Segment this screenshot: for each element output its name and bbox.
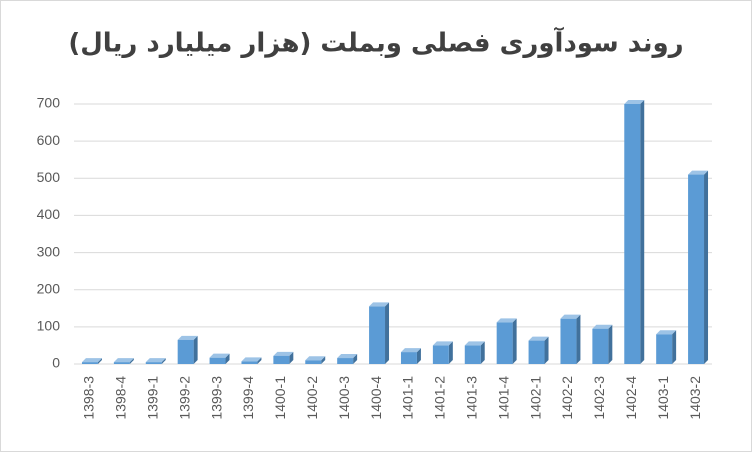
x-tick-label: 1399-1: [144, 376, 160, 420]
bar: [464, 341, 485, 364]
bar: [337, 354, 358, 364]
x-tick-label: 1399-3: [208, 376, 224, 420]
x-tick-label: 1401-1: [400, 376, 416, 420]
x-tick-label: 1401-3: [463, 376, 479, 420]
bar: [528, 336, 549, 364]
y-tick-label: 500: [37, 169, 61, 185]
x-tick-label: 1403-1: [655, 376, 671, 420]
x-tick-label: 1400-3: [336, 376, 352, 420]
x-tick-label: 1402-3: [591, 376, 607, 420]
bar: [400, 348, 421, 364]
x-tick-label: 1400-1: [272, 376, 288, 420]
x-tick-label: 1403-2: [687, 376, 703, 420]
y-tick-label: 400: [37, 206, 61, 222]
chart-title: روند سودآوری فصلی وبملت (هزار میلیارد ری…: [68, 27, 683, 59]
x-tick-label: 1402-1: [527, 376, 543, 420]
bar: [592, 324, 613, 364]
bar: [273, 351, 294, 364]
bar: [81, 358, 102, 364]
bar: [305, 356, 326, 364]
bar: [496, 318, 517, 364]
bar: [177, 335, 198, 364]
x-tick-label: 1399-4: [240, 376, 256, 420]
x-tick-label: 1402-2: [559, 376, 575, 420]
bar: [656, 330, 677, 364]
bar: [624, 100, 645, 364]
bar: [241, 357, 262, 364]
y-tick-label: 200: [37, 280, 61, 296]
bar: [432, 341, 453, 364]
bar: [369, 302, 390, 364]
x-tick-label: 1400-2: [304, 376, 320, 420]
x-tick-label: 1401-4: [495, 376, 511, 420]
x-tick-label: 1401-2: [432, 376, 448, 420]
x-tick-label: 1398-4: [113, 376, 129, 420]
y-tick-label: 700: [37, 95, 61, 111]
x-tick-label: 1398-3: [81, 376, 97, 420]
x-tick-label: 1399-2: [176, 376, 192, 420]
x-tick-label: 1402-4: [623, 376, 639, 420]
y-tick-label: 300: [37, 243, 61, 259]
x-tick-label: 1400-4: [368, 376, 384, 420]
y-tick-label: 100: [37, 318, 61, 334]
y-tick-label: 600: [37, 132, 61, 148]
bar: [688, 170, 709, 364]
bar: [209, 353, 230, 364]
bar: [113, 358, 134, 364]
bar: [145, 358, 166, 364]
bar: [560, 314, 581, 364]
y-tick-label: 0: [52, 355, 60, 371]
